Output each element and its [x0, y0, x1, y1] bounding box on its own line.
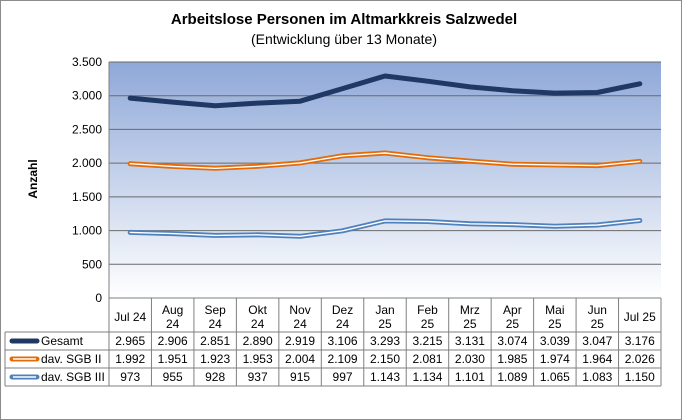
table-value-cell: 1.150 [625, 370, 655, 384]
table-value-cell: 973 [120, 370, 140, 384]
x-category-label: 25 [463, 317, 477, 331]
table-value-cell: 3.293 [370, 334, 400, 348]
table-value-cell: 1.065 [540, 370, 570, 384]
table-value-cell: 1.101 [455, 370, 485, 384]
table-value-cell: 2.919 [285, 334, 315, 348]
table-value-cell: 3.215 [412, 334, 442, 348]
legend-series-name: Gesamt [41, 334, 84, 348]
x-category-label: Aug [162, 303, 183, 317]
y-axis-label: Anzahl [26, 159, 40, 198]
x-category-label: Feb [417, 303, 438, 317]
x-category-label: Jun [588, 303, 607, 317]
x-category-label: 25 [591, 317, 605, 331]
y-tick-label: 2.000 [72, 156, 102, 170]
table-value-cell: 1.951 [158, 352, 188, 366]
x-category-label: Jul 24 [114, 310, 146, 324]
table-value-cell: 2.004 [285, 352, 315, 366]
x-category-label: Jul 25 [624, 310, 656, 324]
x-category-label: 24 [208, 317, 222, 331]
x-category-label: Apr [503, 303, 522, 317]
table-value-cell: 3.047 [582, 334, 612, 348]
table-value-cell: 928 [205, 370, 225, 384]
table-value-cell: 1.974 [540, 352, 570, 366]
y-tick-label: 1.500 [72, 190, 102, 204]
x-category-label: Sep [204, 303, 226, 317]
x-category-label: 24 [166, 317, 180, 331]
x-category-label: 25 [421, 317, 435, 331]
table-value-cell: 2.030 [455, 352, 485, 366]
x-category-label: 25 [378, 317, 392, 331]
table-value-cell: 955 [163, 370, 183, 384]
x-category-label: Dez [332, 303, 353, 317]
table-value-cell: 2.890 [243, 334, 273, 348]
table-value-cell: 937 [248, 370, 268, 384]
table-value-cell: 2.851 [200, 334, 230, 348]
table-value-cell: 3.176 [625, 334, 655, 348]
table-value-cell: 1.089 [497, 370, 527, 384]
table-value-cell: 1.134 [412, 370, 442, 384]
table-value-cell: 1.964 [582, 352, 612, 366]
x-category-label: Okt [248, 303, 267, 317]
chart-subtitle: (Entwicklung über 13 Monate) [251, 31, 437, 47]
y-tick-label: 1.000 [72, 224, 102, 238]
table-value-cell: 1.953 [243, 352, 273, 366]
y-tick-label: 2.500 [72, 122, 102, 136]
y-tick-label: 3.000 [72, 89, 102, 103]
x-category-label: 24 [293, 317, 307, 331]
x-category-label: 25 [548, 317, 562, 331]
legend-series-name: dav. SGB II [41, 352, 101, 366]
legend-series-name: dav. SGB III [41, 370, 105, 384]
y-tick-label: 500 [82, 257, 102, 271]
table-value-cell: 915 [290, 370, 310, 384]
x-category-label: Nov [289, 303, 310, 317]
table-value-cell: 2.965 [115, 334, 145, 348]
x-category-label: 24 [336, 317, 350, 331]
y-tick-label: 0 [95, 291, 102, 305]
table-value-cell: 1.143 [370, 370, 400, 384]
table-value-cell: 2.026 [625, 352, 655, 366]
table-value-cell: 3.131 [455, 334, 485, 348]
plot-area [109, 62, 661, 298]
x-category-label: 25 [506, 317, 520, 331]
table-value-cell: 2.150 [370, 352, 400, 366]
table-value-cell: 2.906 [158, 334, 188, 348]
table-value-cell: 2.109 [328, 352, 358, 366]
table-value-cell: 3.074 [497, 334, 527, 348]
chart-title: Arbeitslose Personen im Altmarkkreis Sal… [171, 11, 517, 28]
table-value-cell: 1.985 [497, 352, 527, 366]
y-tick-label: 3.500 [72, 55, 102, 69]
x-category-label: Jan [375, 303, 394, 317]
table-value-cell: 3.106 [328, 334, 358, 348]
table-value-cell: 1.992 [115, 352, 145, 366]
x-category-label: 24 [251, 317, 265, 331]
table-value-cell: 2.081 [412, 352, 442, 366]
x-category-label: Mai [545, 303, 564, 317]
table-value-cell: 997 [333, 370, 353, 384]
table-value-cell: 1.083 [582, 370, 612, 384]
table-value-cell: 1.923 [200, 352, 230, 366]
table-value-cell: 3.039 [540, 334, 570, 348]
x-category-label: Mrz [460, 303, 480, 317]
